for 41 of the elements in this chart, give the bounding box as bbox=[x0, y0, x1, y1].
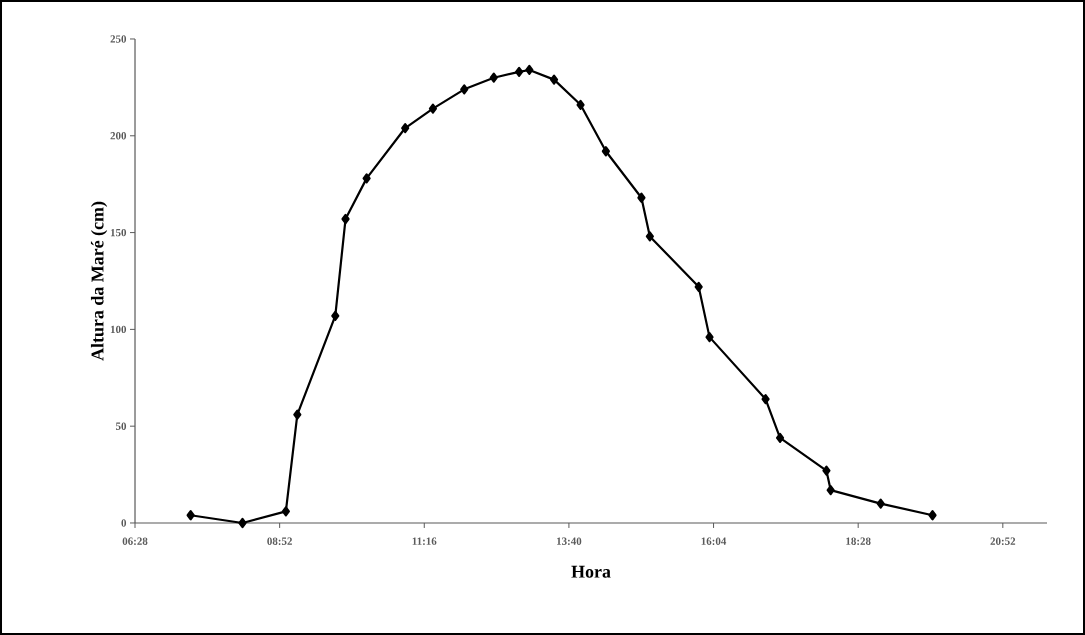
x-tick-label: 08:52 bbox=[267, 537, 292, 545]
x-tick-label: 16:04 bbox=[701, 537, 727, 545]
x-tick-label: 20:52 bbox=[990, 537, 1016, 545]
point bbox=[637, 192, 646, 203]
point bbox=[362, 173, 371, 184]
y-tick-label: 150 bbox=[110, 228, 127, 237]
x-tick-label: 13:40 bbox=[557, 537, 582, 545]
point bbox=[705, 332, 714, 343]
point bbox=[601, 146, 610, 157]
point bbox=[281, 506, 290, 517]
x-tick-label: 06:28 bbox=[122, 537, 148, 545]
y-tick-label: 50 bbox=[115, 422, 127, 430]
y-tick-label: 200 bbox=[110, 132, 127, 140]
point bbox=[761, 393, 770, 405]
x-axis-title: Hora bbox=[571, 565, 611, 578]
point bbox=[238, 517, 247, 529]
point bbox=[401, 122, 410, 134]
point bbox=[341, 213, 350, 225]
point bbox=[645, 231, 654, 242]
y-axis-title: Altura da Maré (cm) bbox=[90, 201, 108, 361]
point bbox=[525, 64, 534, 76]
point bbox=[515, 66, 524, 77]
point bbox=[549, 74, 559, 85]
point bbox=[576, 99, 585, 110]
point bbox=[186, 510, 195, 521]
point bbox=[822, 465, 831, 476]
point bbox=[460, 84, 469, 95]
x-tick-label: 11:16 bbox=[412, 537, 437, 545]
point bbox=[489, 72, 498, 83]
point bbox=[928, 510, 937, 521]
point bbox=[876, 498, 885, 509]
point bbox=[694, 281, 703, 292]
y-tick-label: 250 bbox=[110, 35, 127, 43]
point bbox=[826, 484, 835, 496]
point bbox=[775, 432, 785, 443]
y-tick-label: 0 bbox=[121, 519, 127, 527]
point bbox=[428, 103, 438, 114]
point bbox=[331, 310, 340, 321]
x-tick-label: 18:28 bbox=[846, 537, 871, 545]
point bbox=[293, 409, 302, 420]
y-tick-label: 100 bbox=[110, 325, 127, 334]
